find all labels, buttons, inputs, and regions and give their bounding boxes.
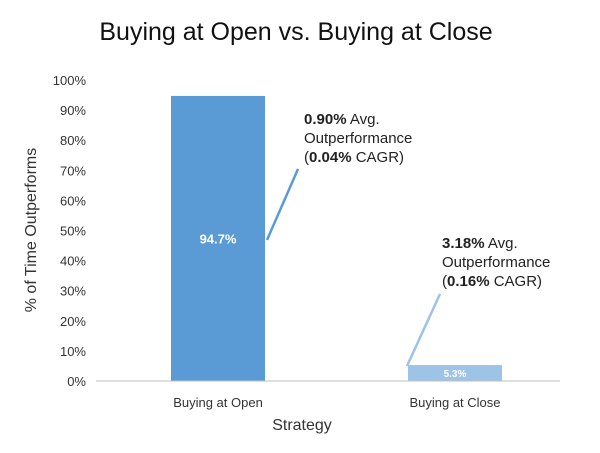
annotation-callout-line [265, 168, 300, 241]
y-tick-label: 0% [67, 374, 86, 389]
bar-data-label: 5.3% [444, 369, 467, 380]
y-tick-label: 40% [60, 254, 86, 269]
x-tick-label: Buying at Close [409, 395, 500, 410]
y-tick-label: 90% [60, 103, 86, 118]
y-tick-label: 30% [60, 284, 86, 299]
chart-title: Buying at Open vs. Buying at Close [99, 18, 492, 46]
bar-data-label: 94.7% [200, 231, 237, 246]
y-tick-label: 10% [60, 344, 86, 359]
y-tick-label: 60% [60, 193, 86, 208]
y-tick-label: 20% [60, 314, 86, 329]
x-tick-label: Buying at Open [173, 395, 263, 410]
y-tick-label: 70% [60, 163, 86, 178]
y-axis-label: % of Time Outperforms [23, 148, 40, 313]
y-tick-label: 100% [53, 73, 87, 88]
annotation-callout-line [405, 293, 442, 367]
annotation: 3.18% Avg. Outperformance (0.16% CAGR) [442, 235, 550, 290]
annotation: 0.90% Avg. Outperformance (0.04% CAGR) [304, 111, 412, 166]
y-tick-label: 80% [60, 133, 86, 148]
bar [408, 365, 502, 381]
x-axis-label: Strategy [272, 417, 332, 434]
bar [171, 95, 265, 381]
y-tick-label: 50% [60, 224, 86, 239]
